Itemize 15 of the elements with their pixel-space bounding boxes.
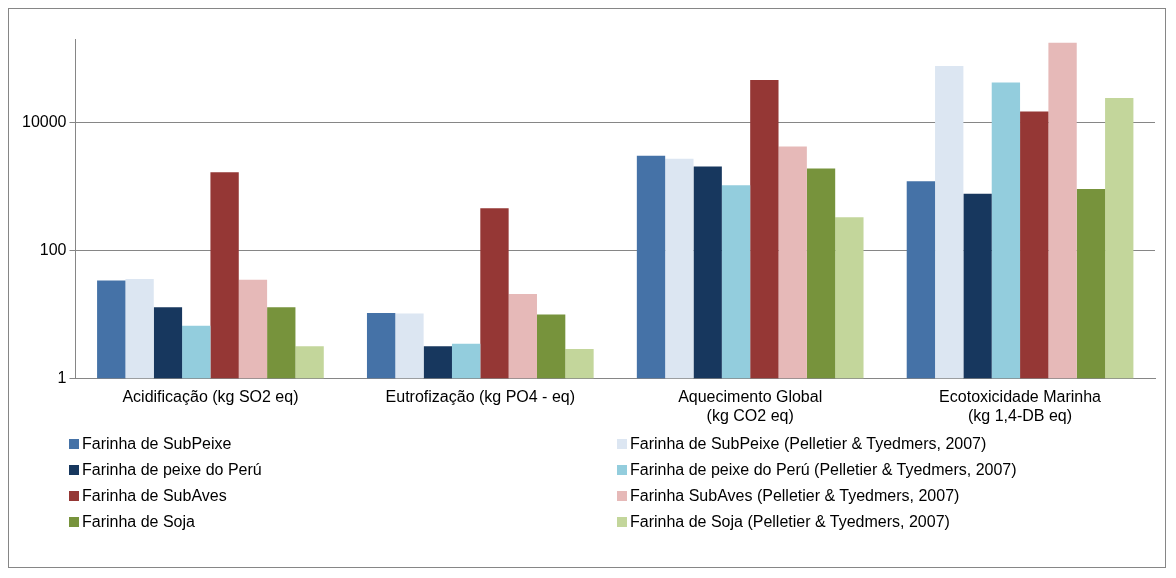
legend-label: Farinha de Soja [82,513,195,531]
x-tick-label: Ecotoxicidade Marinha (kg 1,4-DB eq) [939,387,1102,424]
legend-label: Farinha de SubPeixe [82,435,232,453]
x-tick-label: Eutrofização (kg PO4 - eq) [385,387,576,405]
legend-label: Farinha de peixe do Perú [82,461,262,479]
y-tick-label: 10000 [21,112,67,130]
legend-label: Farinha de Soja (Pelletier & Tyedmers, 2007) [630,513,950,531]
legend-label: Farinha SubAves (Pelletier & Tyedmers, 2007) [630,487,960,505]
legend-label: Farinha de SubAves [82,487,227,505]
legend-label: Farinha de SubPeixe (Pelletier & Tyedmers, 2007) [630,435,987,453]
x-tick-label: Acidificação (kg SO2 eq) [122,387,299,405]
y-tick-label: 100 [39,240,67,258]
y-tick-label: 1 [57,369,67,387]
x-tick-label: Aquecimento Global (kg CO2 eq) [678,387,823,424]
legend-label: Farinha de peixe do Perú (Pelletier & Tyedmers, 2007) [630,461,1017,479]
